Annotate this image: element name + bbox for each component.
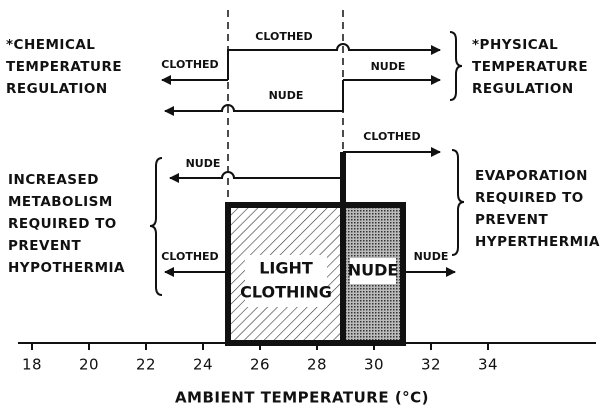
tick-label: 18 [22, 356, 42, 374]
note: REGULATION [6, 81, 108, 97]
tick-label: 20 [79, 356, 99, 374]
arrow [169, 171, 343, 183]
arrow-label: NUDE [371, 60, 406, 73]
box-label: CLOTHING [240, 283, 332, 302]
note: REQUIRED TO [8, 216, 117, 232]
tick-label: 22 [136, 356, 156, 374]
note: METABOLISM [8, 194, 113, 210]
note: TEMPERATURE [6, 59, 122, 75]
brace [451, 149, 465, 256]
note: INCREASED [8, 172, 99, 188]
tick-label: 34 [478, 356, 498, 374]
arrow-label: NUDE [269, 89, 304, 102]
arrow-label: NUDE [186, 157, 221, 170]
note: TEMPERATURE [472, 59, 588, 75]
note: HYPOTHERMIA [8, 260, 125, 276]
box-label: NUDE [348, 261, 399, 280]
brace [449, 31, 463, 101]
box-label: LIGHT [259, 259, 313, 278]
note: EVAPORATION [475, 168, 588, 184]
brace [149, 157, 163, 296]
arrow-label: CLOTHED [161, 58, 218, 71]
tick-label: 26 [250, 356, 270, 374]
tick-label: 24 [193, 356, 213, 374]
tick-label: 30 [364, 356, 384, 374]
label-bg [350, 258, 396, 284]
note: PREVENT [8, 238, 81, 254]
note: PREVENT [475, 212, 548, 228]
arrow-label: CLOTHED [255, 30, 312, 43]
tick-label: 32 [421, 356, 441, 374]
note: REGULATION [472, 81, 574, 97]
arrow-label: CLOTHED [161, 250, 218, 263]
note: *CHEMICAL [6, 37, 95, 53]
path [227, 43, 441, 80]
note: HYPERTHERMIA [475, 234, 600, 250]
arrow-label: CLOTHED [363, 130, 420, 143]
axis-label: AMBIENT TEMPERATURE (°C) [175, 389, 429, 407]
label-bg [245, 255, 327, 307]
arrow-label: NUDE [414, 250, 449, 263]
note: *PHYSICAL [472, 37, 558, 53]
note: REQUIRED TO [475, 190, 584, 206]
arrow [164, 80, 344, 116]
tick-label: 28 [307, 356, 327, 374]
